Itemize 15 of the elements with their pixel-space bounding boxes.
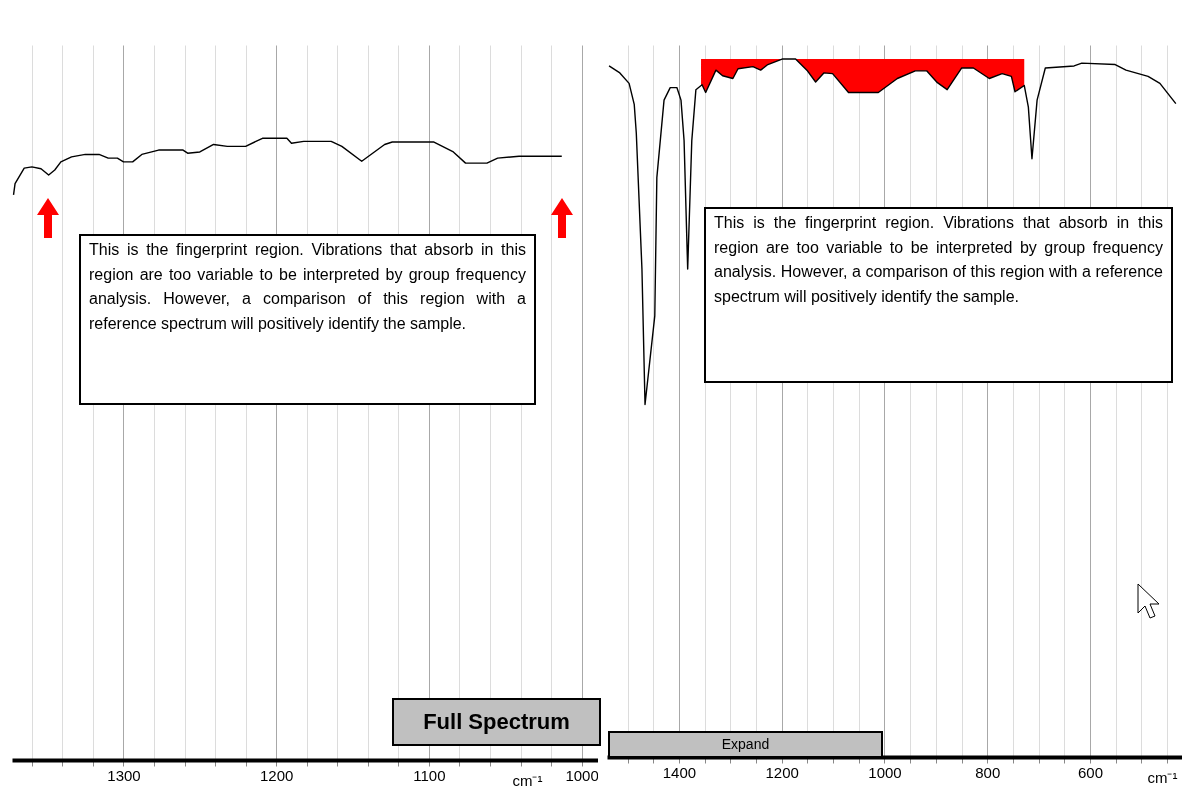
button: Expand xyxy=(608,731,883,758)
x-tick-label: 600 xyxy=(1078,763,1104,781)
text-box: This is the fingerprint region. Vibrations that absorb in this region are too variable to be interpreted by group frequency analysis. However, a comparison of this region with a reference spectrum will positively identify the sample. xyxy=(704,207,1173,383)
x-tick-label: 1300 xyxy=(107,766,141,784)
x-tick-label: 1200 xyxy=(765,763,799,781)
x-tick-label: 1000 xyxy=(565,766,599,784)
text-box: This is the fingerprint region. Vibrations that absorb in this region are too variable to be interpreted by group frequency analysis. However, a comparison of this region with a reference spectrum will positively identify the sample. xyxy=(79,234,536,405)
x-axis-title: cm⁻¹ xyxy=(1147,768,1178,786)
x-tick-label: 1100 xyxy=(413,766,446,784)
x-tick-label: 1400 xyxy=(662,763,697,781)
x-tick-label: 1200 xyxy=(260,766,294,784)
x-tick-label: 1000 xyxy=(868,763,902,781)
button: Full Spectrum xyxy=(392,698,601,746)
x-axis-title: cm⁻¹ xyxy=(512,771,543,789)
x-tick-label: 800 xyxy=(975,763,1001,781)
